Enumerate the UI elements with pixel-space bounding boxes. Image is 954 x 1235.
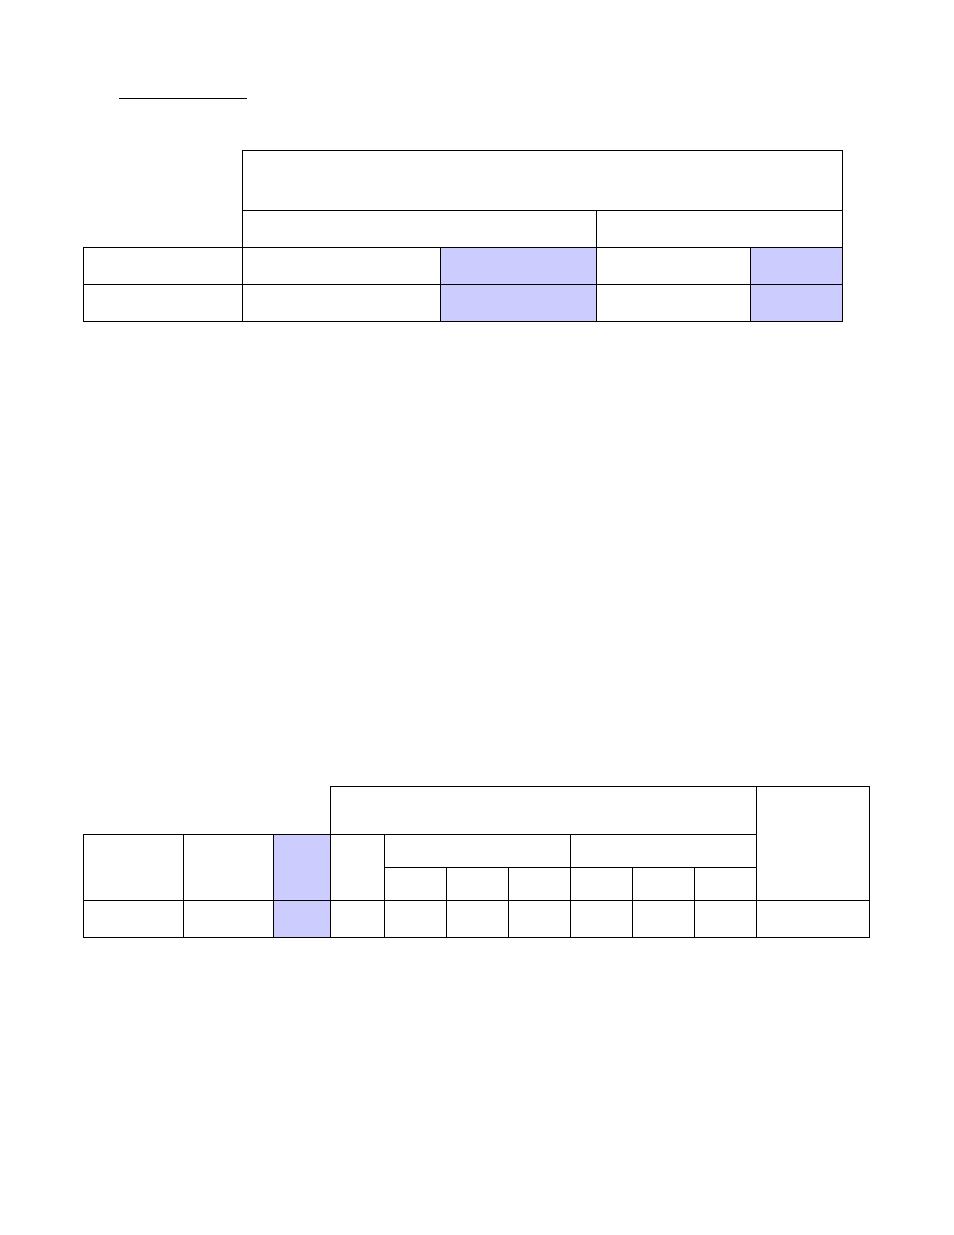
table-cell [84,285,243,322]
table-cell [509,901,571,938]
table-cell-highlight [751,248,843,285]
table-cell [84,901,184,938]
table-cell-highlight [441,248,597,285]
table-cell [757,901,870,938]
table-cell [184,835,274,901]
table-2 [83,786,870,938]
table-1 [83,150,843,322]
table-cell [243,285,441,322]
table-subheader [597,211,843,248]
table-header [331,787,757,835]
table-cell-highlight [274,835,331,901]
table-cell-blank [84,211,243,248]
table-row [84,248,843,285]
table-cell [385,901,447,938]
table-cell [243,248,441,285]
table-cell [571,901,633,938]
table-cell-highlight [274,901,331,938]
table-subheader [385,835,571,868]
table-cell-blank [184,787,274,835]
table-row [84,285,843,322]
table-cell [571,868,633,901]
table-subheader [571,835,757,868]
table-cell [331,835,385,901]
table-row [84,901,870,938]
table-subheader [243,211,597,248]
table-cell-blank [274,787,331,835]
table-row [84,835,870,868]
table-cell [447,868,509,901]
table-cell-highlight [751,285,843,322]
table-cell [84,835,184,901]
table-cell [597,248,751,285]
table-cell [84,248,243,285]
table-cell [695,901,757,938]
table-cell-blank [84,151,243,211]
table-cell-highlight [441,285,597,322]
table-cell [633,901,695,938]
document-page: { "page": { "background_color": "#ffffff… [0,0,954,1235]
table-row [84,211,843,248]
table-cell [447,901,509,938]
table-row [84,151,843,211]
table-header [243,151,843,211]
table-header [757,787,870,901]
table-cell [331,901,385,938]
table-cell [695,868,757,901]
table-cell [385,868,447,901]
table-row [84,787,870,835]
table-cell [597,285,751,322]
table-cell [509,868,571,901]
table-cell [633,868,695,901]
table-cell [184,901,274,938]
heading-underline [119,98,247,99]
table-cell-blank [84,787,184,835]
